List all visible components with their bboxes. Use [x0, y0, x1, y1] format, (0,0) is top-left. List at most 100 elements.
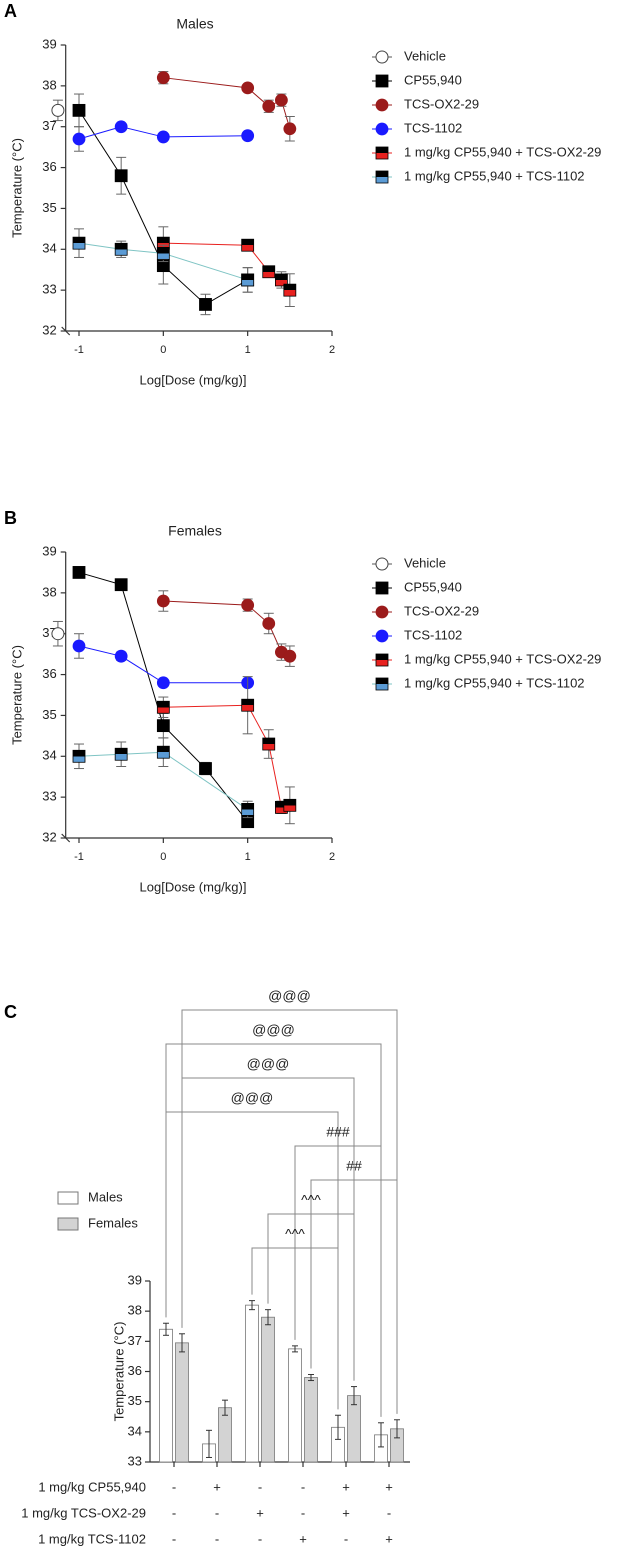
legend-marker: [375, 146, 389, 160]
data-point: [283, 122, 297, 136]
data-point: [114, 242, 128, 256]
treatment-entry: -: [172, 1479, 176, 1494]
legend-label: TCS-1102: [404, 627, 462, 642]
y-tick-label: 37: [128, 1333, 142, 1348]
legend-marker: [375, 653, 389, 667]
data-point: [72, 103, 86, 117]
y-axis-label: Temperature (°C): [9, 645, 24, 745]
treatment-label: 1 mg/kg TCS-OX2-29: [21, 1505, 146, 1520]
bar: [288, 1348, 302, 1463]
x-tick-label: -1: [74, 344, 84, 356]
panel-label: B: [4, 508, 17, 528]
treatment-entry: -: [344, 1531, 348, 1546]
y-tick-label: 32: [42, 322, 56, 337]
data-point: [114, 120, 128, 134]
treatment-entry: -: [172, 1505, 176, 1520]
y-tick-label: 38: [128, 1303, 142, 1318]
x-tick-label: -1: [74, 851, 84, 863]
treatment-entry: -: [258, 1531, 262, 1546]
data-point: [283, 798, 297, 812]
legend-label: 1 mg/kg CP55,940 + TCS-1102: [404, 168, 585, 183]
series-line: [78, 242, 248, 281]
data-point: [241, 273, 255, 287]
y-tick-label: 35: [128, 1393, 142, 1408]
significance-label: @@@: [231, 1090, 274, 1106]
data-point: [156, 71, 170, 85]
treatment-entry: -: [215, 1505, 219, 1520]
treatment-entry: +: [256, 1505, 264, 1520]
data-point: [199, 762, 212, 775]
legend-marker: [375, 605, 389, 619]
y-tick-label: 33: [42, 789, 56, 804]
chart-title: Females: [168, 523, 222, 539]
series-line: [78, 751, 248, 810]
series-line: [163, 704, 290, 808]
data-point: [241, 598, 255, 612]
data-point: [156, 745, 170, 759]
y-axis-label: Temperature (°C): [9, 138, 24, 238]
data-point: [241, 238, 255, 252]
y-tick-label: 37: [42, 118, 56, 133]
data-point: [72, 132, 86, 146]
y-tick-label: 33: [42, 282, 56, 297]
legend-label: CP55,940: [404, 579, 462, 594]
data-point: [241, 698, 255, 712]
bar: [218, 1407, 232, 1463]
legend-label: Vehicle: [404, 48, 446, 63]
y-tick-label: 33: [128, 1453, 142, 1468]
significance-label: @@@: [268, 988, 311, 1004]
error-bar: [335, 1414, 341, 1440]
bar: [304, 1377, 318, 1463]
treatment-entry: +: [213, 1479, 221, 1494]
significance-bracket: [294, 1145, 382, 1417]
y-tick-label: 35: [42, 707, 56, 722]
legend-marker: [375, 557, 389, 571]
y-tick-label: 35: [42, 200, 56, 215]
data-point: [241, 81, 255, 95]
data-point: [283, 649, 297, 663]
treatment-entry: -: [301, 1479, 305, 1494]
data-point: [114, 649, 128, 663]
data-point: [72, 639, 86, 653]
legend-label: TCS-OX2-29: [404, 603, 479, 618]
error-bar: [222, 1399, 228, 1416]
data-point: [241, 129, 255, 143]
legend-label: Females: [88, 1215, 138, 1230]
bar: [245, 1304, 259, 1463]
data-point: [156, 130, 170, 144]
legend-marker: [375, 677, 389, 691]
panel-label: A: [4, 1, 17, 21]
x-tick-label: 1: [245, 851, 251, 863]
data-point: [72, 749, 86, 763]
data-point: [51, 103, 65, 117]
x-tick-label: 2: [329, 344, 335, 356]
legend-marker: [375, 98, 389, 112]
legend-marker: [375, 50, 389, 64]
error-bar: [206, 1429, 212, 1458]
legend-label: 1 mg/kg CP55,940 + TCS-OX2-29: [404, 144, 601, 159]
legend-label: Vehicle: [404, 555, 446, 570]
error-bar: [378, 1422, 384, 1448]
data-point: [156, 719, 170, 733]
significance-label: ###: [326, 1124, 350, 1140]
x-axis-label: Log[Dose (mg/kg)]: [140, 372, 247, 387]
data-point: [156, 594, 170, 608]
y-tick-label: 39: [128, 1272, 142, 1287]
data-point: [199, 298, 212, 311]
error-bar: [265, 1309, 271, 1326]
legend-marker: [375, 170, 389, 184]
data-point: [114, 578, 128, 592]
x-tick-label: 0: [160, 851, 166, 863]
data-point: [114, 747, 128, 761]
x-tick-label: 0: [160, 344, 166, 356]
y-tick-label: 36: [42, 159, 56, 174]
bar: [175, 1342, 189, 1463]
bar: [261, 1316, 275, 1463]
significance-label: ^^^: [285, 1226, 305, 1242]
data-point: [262, 99, 276, 113]
data-point: [156, 700, 170, 714]
data-point: [274, 273, 288, 287]
legend-label: Males: [88, 1189, 123, 1204]
x-tick-label: 1: [245, 344, 251, 356]
panel-label: C: [4, 1002, 17, 1022]
